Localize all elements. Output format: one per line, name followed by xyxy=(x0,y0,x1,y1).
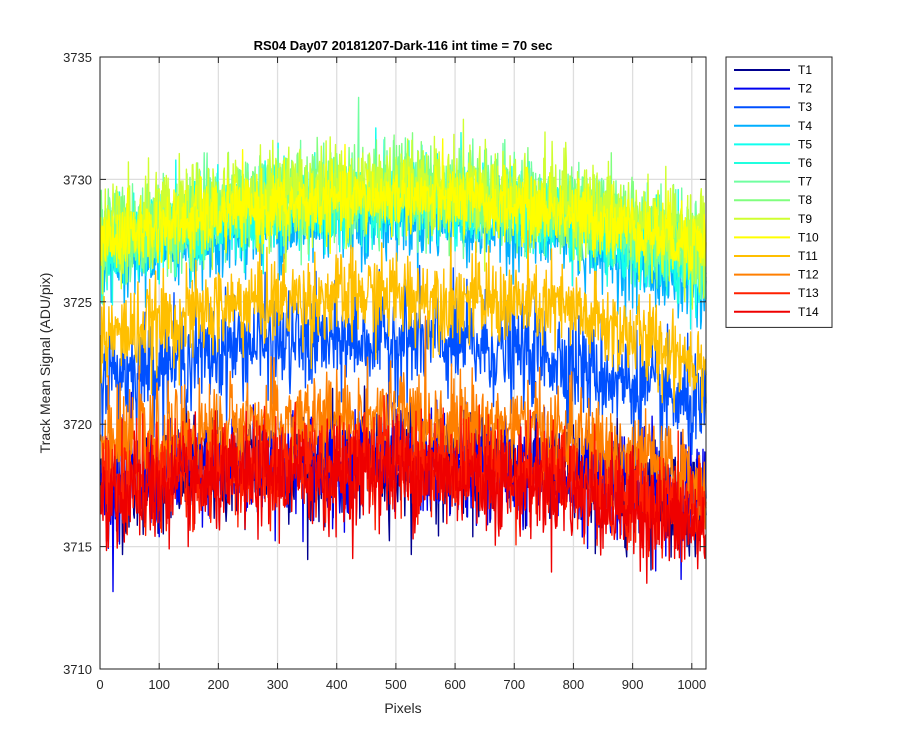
legend-label-t8: T8 xyxy=(798,193,812,207)
series-line-t10 xyxy=(99,138,707,283)
x-tick-label: 100 xyxy=(148,677,170,692)
x-tick-label: 300 xyxy=(267,677,289,692)
x-tick-label: 900 xyxy=(622,677,644,692)
legend-label-t3: T3 xyxy=(798,100,812,114)
x-axis-label: Pixels xyxy=(384,700,421,716)
legend-label-t11: T11 xyxy=(798,249,818,263)
axis-ticks: 0 100 200 300 400 500 600 700 800 900 1000 3710 3715… xyxy=(63,50,706,692)
chart-title: RS04 Day07 20181207-Dark-116 int time = … xyxy=(254,38,553,53)
legend-label-t1: T1 xyxy=(798,63,812,77)
plot-frame xyxy=(99,56,707,670)
legend-label-t4: T4 xyxy=(798,119,812,133)
legend-label-t7: T7 xyxy=(798,175,812,189)
legend-label-t13: T13 xyxy=(798,286,819,300)
x-tick-label: 400 xyxy=(326,677,348,692)
series-line-t11 xyxy=(99,230,707,414)
x-tick-label: 0 xyxy=(96,677,103,692)
y-tick-label: 3710 xyxy=(63,662,92,677)
y-tick-label: 3720 xyxy=(63,417,92,432)
legend-label-t14: T14 xyxy=(798,305,819,319)
x-tick-label: 600 xyxy=(444,677,466,692)
legend-label-t10: T10 xyxy=(798,230,819,244)
legend-label-t5: T5 xyxy=(798,137,812,151)
legend-label-t12: T12 xyxy=(798,268,819,282)
series-line-t14 xyxy=(99,409,707,584)
y-tick-label: 3715 xyxy=(63,540,92,555)
legend-label-t9: T9 xyxy=(798,212,812,226)
legend: T1 T2 T3 T4 T5 T6 T7 T8 T9 T10 T11 T12 T13 T14 xyxy=(725,56,833,328)
legend-label-t2: T2 xyxy=(798,82,812,96)
legend-label-t6: T6 xyxy=(798,156,812,170)
y-tick-label: 3735 xyxy=(63,50,92,65)
y-tick-label: 3730 xyxy=(63,172,92,187)
x-tick-label: 200 xyxy=(208,677,230,692)
y-axis-label: Track Mean Signal (ADU/pix) xyxy=(37,273,53,454)
series-layer xyxy=(99,96,707,593)
x-tick-label: 800 xyxy=(563,677,585,692)
y-tick-label: 3725 xyxy=(63,295,92,310)
legend-box xyxy=(725,56,833,328)
x-tick-label: 1000 xyxy=(677,677,706,692)
x-tick-label: 700 xyxy=(503,677,525,692)
series-line-t3 xyxy=(99,264,707,460)
x-tick-label: 500 xyxy=(385,677,407,692)
plot-area xyxy=(100,57,706,669)
